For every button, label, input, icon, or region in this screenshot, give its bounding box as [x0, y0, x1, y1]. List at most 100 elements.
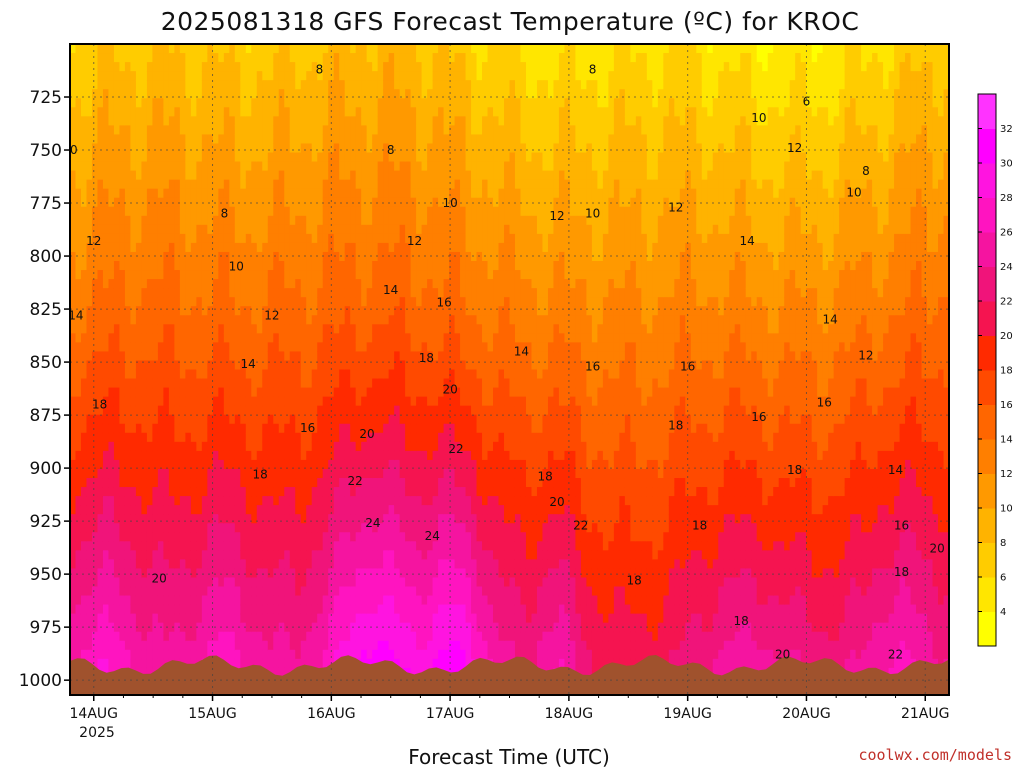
temperature-cell [333, 351, 340, 362]
temperature-cell [278, 478, 285, 488]
temperature-cell [102, 152, 110, 163]
temperature-cell [339, 586, 346, 597]
temperature-cell [174, 351, 181, 362]
temperature-cell [168, 125, 175, 136]
temperature-cell [86, 333, 93, 343]
temperature-cell [416, 279, 423, 289]
temperature-cell [240, 514, 247, 524]
temperature-cell [295, 80, 302, 90]
temperature-cell [75, 98, 82, 108]
temperature-cell [80, 179, 88, 190]
temperature-cell [102, 315, 110, 325]
temperature-cell [256, 595, 263, 606]
temperature-cell [91, 80, 99, 90]
temperature-cell [284, 251, 291, 262]
temperature-cell [119, 658, 126, 669]
temperature-cell [372, 505, 379, 515]
temperature-cell [152, 53, 159, 63]
temperature-cell [130, 604, 137, 615]
temperature-cell [185, 586, 192, 597]
temperature-cell [80, 523, 88, 533]
temperature-cell [240, 333, 247, 343]
temperature-cell [311, 116, 318, 126]
temperature-cell [333, 622, 340, 633]
temperature-cell [256, 550, 263, 560]
temperature-cell [289, 351, 296, 362]
temperature-cell [229, 432, 236, 443]
temperature-cell [284, 496, 291, 506]
temperature-cell [377, 134, 384, 145]
temperature-cell [196, 378, 203, 389]
temperature-cell [141, 152, 148, 163]
temperature-cell [394, 487, 401, 497]
temperature-cell [339, 414, 346, 425]
temperature-cell [141, 170, 148, 181]
temperature-cell [388, 360, 395, 371]
temperature-cell [333, 613, 340, 624]
temperature-cell [284, 333, 291, 343]
temperature-cell [240, 152, 247, 163]
temperature-cell [372, 179, 379, 190]
temperature-cell [300, 541, 307, 551]
temperature-cell [91, 152, 99, 163]
temperature-cell [245, 242, 252, 253]
temperature-cell [185, 62, 192, 72]
temperature-cell [289, 333, 296, 343]
temperature-cell [394, 613, 401, 624]
temperature-cell [196, 342, 203, 353]
temperature-cell [190, 80, 197, 90]
temperature-cell [80, 369, 88, 380]
temperature-cell [229, 342, 236, 353]
temperature-cell [223, 514, 230, 524]
temperature-cell [102, 62, 110, 72]
temperature-cell [306, 233, 313, 244]
temperature-cell [284, 514, 291, 524]
temperature-cell [201, 242, 208, 253]
temperature-cell [405, 631, 412, 642]
temperature-cell [223, 188, 230, 199]
temperature-cell [130, 387, 137, 398]
temperature-cell [383, 161, 390, 172]
temperature-cell [394, 161, 401, 172]
temperature-cell [355, 577, 362, 588]
temperature-cell [377, 514, 384, 524]
temperature-cell [410, 188, 417, 199]
temperature-cell [388, 559, 395, 570]
temperature-cell [179, 396, 186, 407]
temperature-cell [350, 586, 357, 597]
temperature-cell [350, 441, 357, 452]
temperature-cell [432, 206, 439, 217]
temperature-cell [201, 306, 208, 316]
temperature-cell [119, 595, 126, 606]
temperature-cell [256, 188, 263, 199]
temperature-cell [218, 242, 225, 253]
temperature-cell [86, 62, 93, 72]
temperature-cell [196, 306, 203, 316]
temperature-cell [102, 161, 110, 172]
temperature-cell [355, 80, 362, 90]
temperature-cell [157, 577, 164, 588]
temperature-cell [322, 487, 329, 497]
temperature-cell [135, 116, 143, 126]
temperature-cell [157, 432, 164, 443]
temperature-cell [240, 224, 247, 235]
temperature-cell [157, 631, 164, 642]
temperature-cell [405, 541, 412, 551]
temperature-cell [218, 450, 225, 461]
temperature-cell [289, 586, 296, 597]
temperature-cell [306, 270, 313, 280]
temperature-cell [141, 378, 148, 389]
temperature-cell [251, 586, 258, 597]
temperature-cell [196, 333, 203, 343]
temperature-cell [201, 44, 208, 54]
temperature-cell [119, 261, 126, 271]
temperature-cell [273, 107, 280, 117]
temperature-cell [207, 577, 214, 588]
temperature-cell [141, 468, 148, 479]
temperature-cell [262, 215, 269, 226]
temperature-cell [201, 125, 208, 136]
temperature-cell [97, 288, 104, 298]
temperature-cell [163, 405, 170, 416]
temperature-cell [438, 523, 445, 533]
temperature-cell [262, 233, 269, 244]
